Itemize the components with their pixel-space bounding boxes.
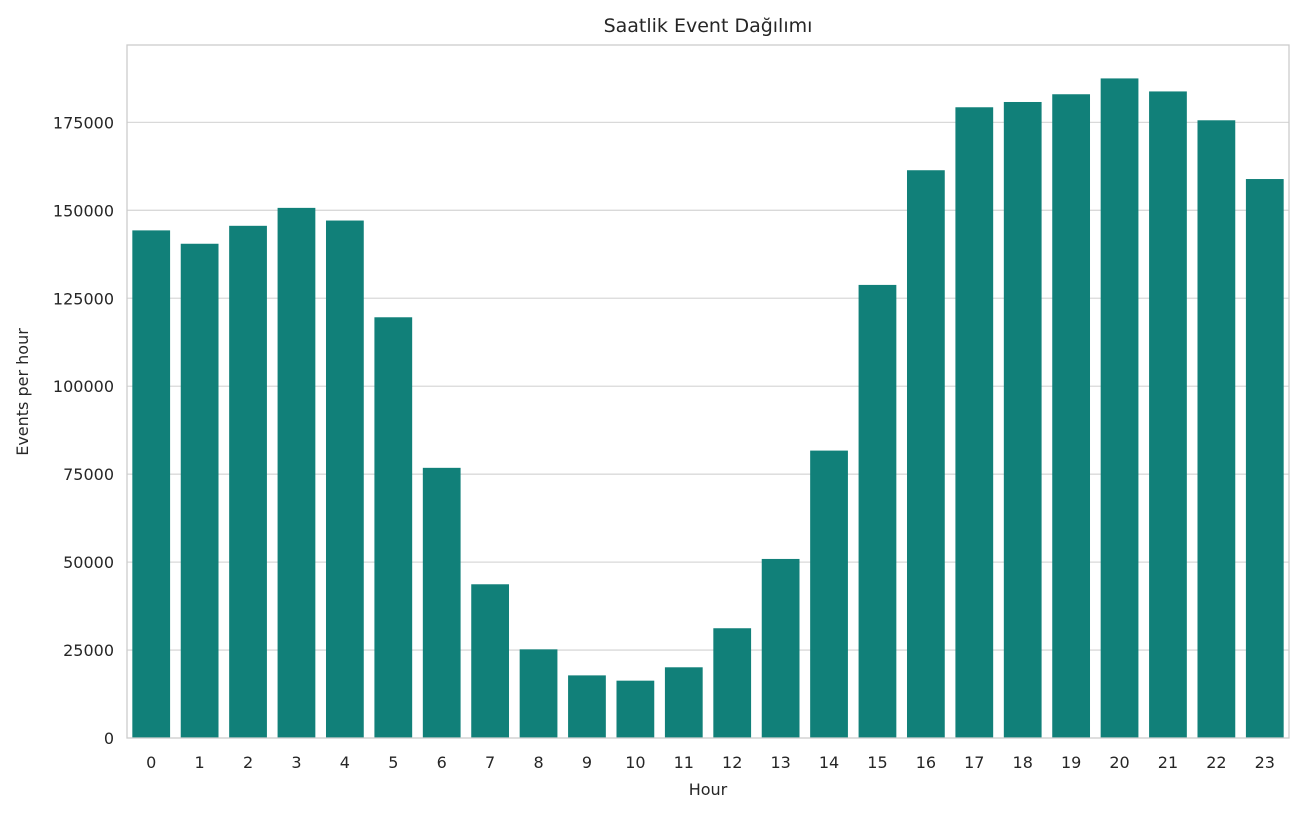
x-tick-label: 23	[1255, 753, 1275, 772]
x-tick-label: 1	[195, 753, 205, 772]
gridlines	[127, 121, 1289, 651]
bar-hour-4	[325, 220, 364, 738]
bar-hour-23	[1245, 179, 1284, 738]
x-tick-label: 10	[625, 753, 645, 772]
bar-hour-8	[519, 649, 558, 738]
x-tick-label: 8	[533, 753, 543, 772]
y-tick-label: 175000	[53, 113, 114, 132]
y-tick-label: 125000	[53, 289, 114, 308]
x-tick-label: 0	[146, 753, 156, 772]
bar-hour-20	[1100, 78, 1139, 739]
y-tick-label: 50000	[63, 553, 114, 572]
x-tick-label: 9	[582, 753, 592, 772]
x-tick-label: 12	[722, 753, 742, 772]
y-tick-label: 25000	[63, 641, 114, 660]
y-tick-label: 75000	[63, 465, 114, 484]
bar-hour-17	[955, 107, 994, 738]
x-tick-label: 17	[964, 753, 984, 772]
bar-hour-1	[180, 243, 219, 738]
bar-hour-7	[471, 584, 510, 738]
x-axis-title: Hour	[689, 780, 728, 799]
x-tick-label: 18	[1013, 753, 1033, 772]
bar-hour-6	[422, 467, 461, 738]
y-axis-title: Events per hour	[13, 328, 32, 456]
bar-hour-0	[132, 230, 171, 738]
x-tick-label: 16	[916, 753, 936, 772]
x-tick-label: 22	[1206, 753, 1226, 772]
bar-hour-9	[568, 675, 606, 738]
x-tick-label: 11	[674, 753, 694, 772]
x-tick-label: 6	[437, 753, 447, 772]
bar-hour-3	[277, 207, 316, 739]
bar-hour-21	[1149, 91, 1187, 739]
x-tick-label: 14	[819, 753, 839, 772]
bar-hour-5	[374, 317, 413, 738]
y-tick-label: 0	[104, 729, 114, 748]
x-tick-label: 5	[388, 753, 398, 772]
bar-hour-15	[858, 284, 897, 738]
bars	[132, 78, 1284, 739]
y-tick-label: 100000	[53, 377, 114, 396]
bar-hour-14	[810, 450, 848, 738]
y-tick-label: 150000	[53, 201, 114, 220]
bar-hour-22	[1197, 120, 1236, 738]
bar-hour-18	[1003, 101, 1042, 739]
x-tick-label: 21	[1158, 753, 1178, 772]
x-tick-label: 19	[1061, 753, 1081, 772]
x-tick-label: 15	[867, 753, 887, 772]
bar-hour-19	[1052, 94, 1091, 739]
x-tick-label: 4	[340, 753, 350, 772]
x-tick-labels: 0 1 2 3 4 5 6 7 8 9 10 11 12 13 14 15 16 17 18 19 20 21 22 23	[146, 753, 1275, 772]
y-tick-labels: 0 25000 50000 75000 100000 125000 150000 175000	[53, 113, 114, 748]
plot-frame	[126, 44, 1290, 739]
chart-title: Saatlik Event Dağılımı	[604, 15, 813, 37]
x-tick-label: 7	[485, 753, 495, 772]
x-tick-label: 2	[243, 753, 253, 772]
x-tick-label: 3	[291, 753, 301, 772]
bar-hour-12	[713, 628, 752, 738]
bar-hour-16	[906, 170, 945, 738]
bar-hour-11	[664, 667, 703, 738]
x-tick-label: 13	[770, 753, 790, 772]
bar-hour-13	[761, 558, 800, 738]
bar-hour-2	[229, 225, 267, 738]
x-tick-label: 20	[1109, 753, 1129, 772]
bar-hour-10	[616, 680, 655, 738]
